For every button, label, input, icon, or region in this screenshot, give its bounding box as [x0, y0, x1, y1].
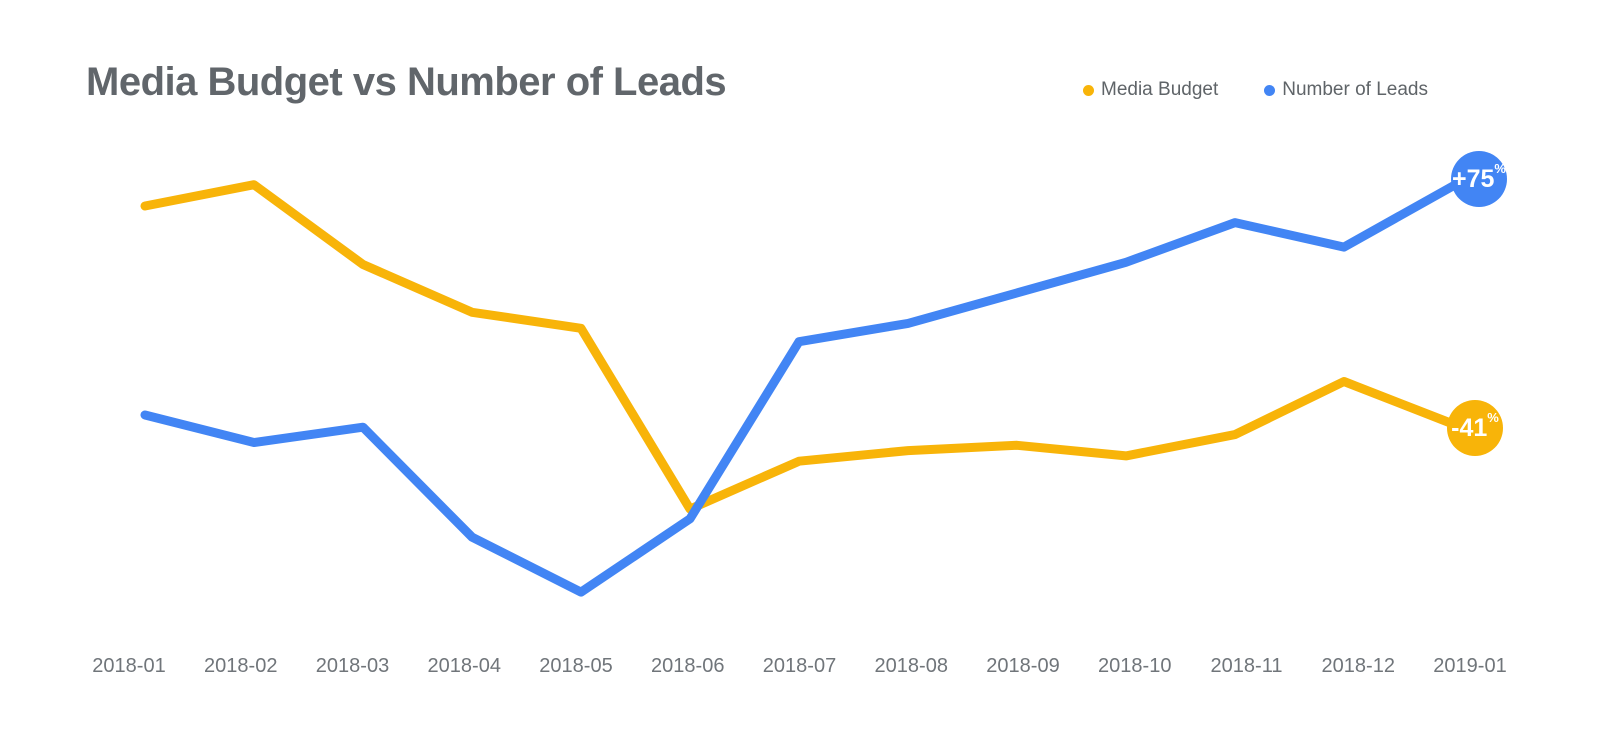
number-of-leads-line: [140, 181, 1458, 597]
legend-item-number-of-leads: Number of Leads: [1264, 79, 1428, 101]
budget-change-value: -41: [1451, 413, 1488, 442]
legend-label-media-budget: Media Budget: [1101, 79, 1219, 100]
budget-change-badge: -41 %: [1447, 400, 1503, 456]
budget-change-percent-sign: %: [1487, 410, 1499, 425]
number-of-leads-legend-dot-icon: [1264, 84, 1276, 96]
legend: Media Budget Number of Leads: [1083, 79, 1428, 101]
media-budget-legend-dot-icon: [1083, 84, 1094, 96]
leads-change-percent-sign: %: [1494, 161, 1506, 176]
leads-change-badge: +75 %: [1451, 151, 1507, 207]
legend-label-number-of-leads: Number of Leads: [1282, 79, 1428, 100]
legend-item-media-budget: Media Budget: [1083, 79, 1218, 101]
media-budget-line: [140, 180, 1458, 514]
leads-change-value: +75: [1452, 164, 1495, 193]
chart-title: Media Budget vs Number of Leads: [86, 60, 727, 104]
